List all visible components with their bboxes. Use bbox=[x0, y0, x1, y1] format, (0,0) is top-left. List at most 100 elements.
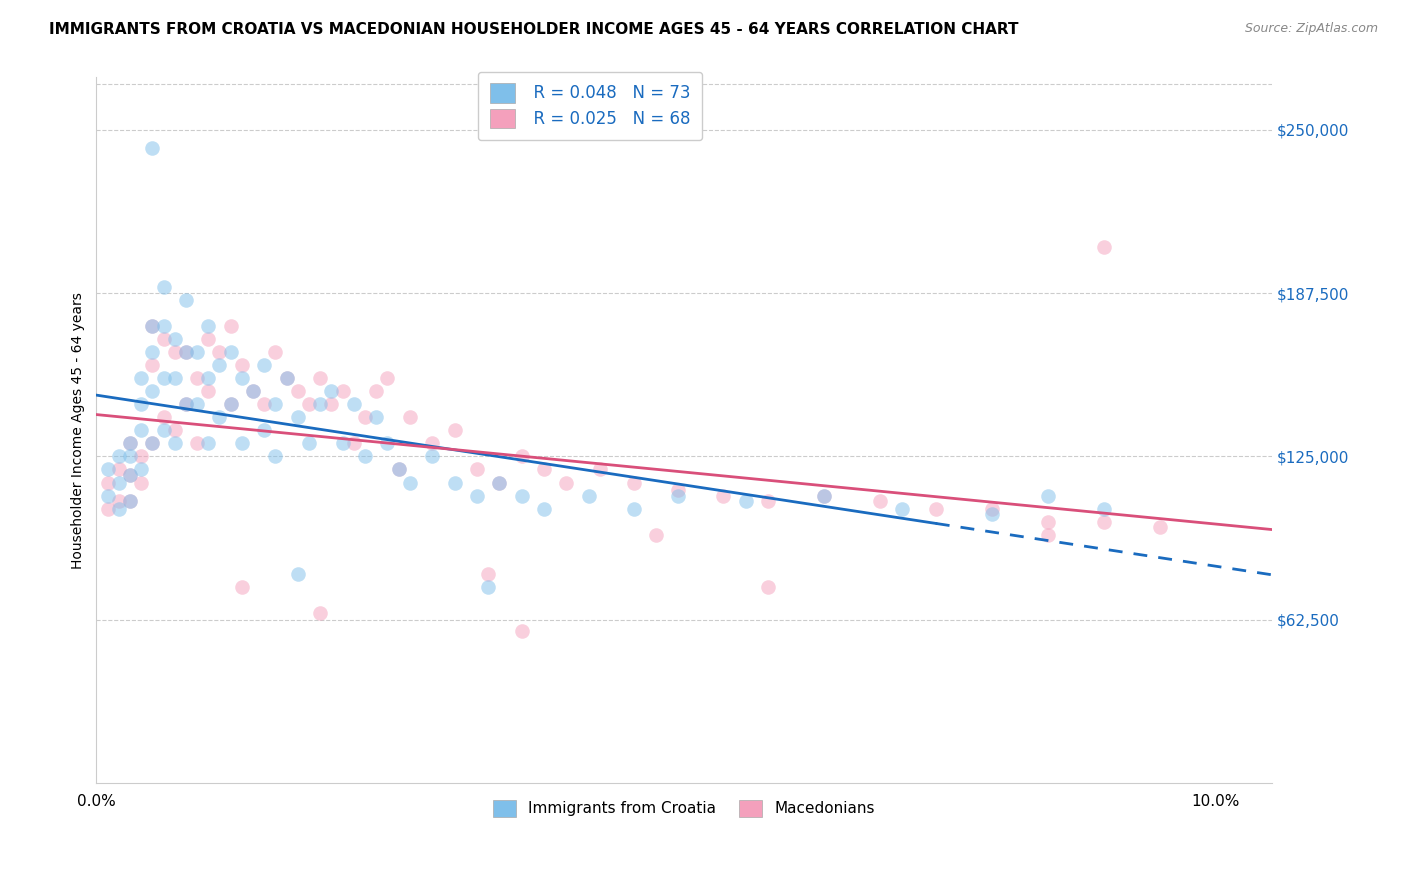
Point bbox=[186, 397, 208, 411]
Point bbox=[118, 467, 141, 482]
Point bbox=[197, 371, 219, 385]
Point bbox=[163, 344, 186, 359]
Point bbox=[298, 436, 321, 450]
Legend: Immigrants from Croatia, Macedonians: Immigrants from Croatia, Macedonians bbox=[485, 792, 883, 825]
Point bbox=[1092, 515, 1115, 529]
Point bbox=[141, 318, 163, 333]
Point bbox=[276, 371, 298, 385]
Point bbox=[1036, 528, 1059, 542]
Point bbox=[174, 397, 197, 411]
Point bbox=[980, 507, 1002, 521]
Point bbox=[152, 279, 174, 293]
Point bbox=[231, 436, 253, 450]
Point bbox=[129, 462, 152, 476]
Point bbox=[219, 318, 242, 333]
Point bbox=[488, 475, 510, 490]
Point bbox=[510, 624, 533, 639]
Point bbox=[197, 436, 219, 450]
Point bbox=[398, 475, 420, 490]
Point bbox=[152, 410, 174, 425]
Point bbox=[219, 397, 242, 411]
Point bbox=[756, 580, 779, 594]
Point bbox=[107, 493, 129, 508]
Point bbox=[623, 501, 645, 516]
Point bbox=[107, 450, 129, 464]
Point bbox=[107, 501, 129, 516]
Point bbox=[118, 436, 141, 450]
Point bbox=[163, 423, 186, 437]
Point bbox=[666, 483, 689, 498]
Point bbox=[141, 358, 163, 372]
Point bbox=[309, 397, 332, 411]
Point bbox=[208, 358, 231, 372]
Point bbox=[533, 501, 555, 516]
Point bbox=[231, 358, 253, 372]
Point bbox=[264, 450, 287, 464]
Point bbox=[343, 436, 366, 450]
Point bbox=[623, 475, 645, 490]
Point bbox=[141, 436, 163, 450]
Point bbox=[118, 467, 141, 482]
Point bbox=[332, 384, 354, 398]
Point bbox=[152, 423, 174, 437]
Point bbox=[141, 384, 163, 398]
Point bbox=[420, 450, 443, 464]
Point bbox=[869, 493, 891, 508]
Point bbox=[141, 436, 163, 450]
Point bbox=[387, 462, 409, 476]
Point bbox=[578, 489, 600, 503]
Point bbox=[129, 371, 152, 385]
Point bbox=[309, 371, 332, 385]
Point bbox=[555, 475, 578, 490]
Point bbox=[510, 489, 533, 503]
Point bbox=[141, 318, 163, 333]
Point bbox=[711, 489, 734, 503]
Point bbox=[287, 384, 309, 398]
Point bbox=[1092, 240, 1115, 254]
Point bbox=[186, 371, 208, 385]
Text: Source: ZipAtlas.com: Source: ZipAtlas.com bbox=[1244, 22, 1378, 36]
Point bbox=[253, 397, 276, 411]
Point bbox=[354, 410, 377, 425]
Point bbox=[96, 462, 118, 476]
Point bbox=[510, 450, 533, 464]
Point bbox=[163, 436, 186, 450]
Point bbox=[152, 318, 174, 333]
Point bbox=[443, 423, 465, 437]
Point bbox=[197, 384, 219, 398]
Point bbox=[208, 410, 231, 425]
Point bbox=[152, 371, 174, 385]
Point bbox=[366, 410, 388, 425]
Point bbox=[1092, 501, 1115, 516]
Point bbox=[366, 384, 388, 398]
Point bbox=[107, 475, 129, 490]
Point bbox=[465, 462, 488, 476]
Y-axis label: Householder Income Ages 45 - 64 years: Householder Income Ages 45 - 64 years bbox=[72, 292, 86, 569]
Point bbox=[477, 580, 499, 594]
Point bbox=[298, 397, 321, 411]
Point bbox=[645, 528, 668, 542]
Point bbox=[129, 475, 152, 490]
Point bbox=[398, 410, 420, 425]
Point bbox=[477, 566, 499, 581]
Point bbox=[813, 489, 835, 503]
Point bbox=[287, 566, 309, 581]
Point bbox=[287, 410, 309, 425]
Point bbox=[253, 358, 276, 372]
Point bbox=[1036, 515, 1059, 529]
Point bbox=[533, 462, 555, 476]
Point bbox=[242, 384, 264, 398]
Point bbox=[163, 332, 186, 346]
Point bbox=[118, 436, 141, 450]
Point bbox=[387, 462, 409, 476]
Point bbox=[488, 475, 510, 490]
Point bbox=[231, 371, 253, 385]
Point bbox=[208, 344, 231, 359]
Point bbox=[264, 344, 287, 359]
Point bbox=[354, 450, 377, 464]
Point bbox=[186, 344, 208, 359]
Point bbox=[118, 493, 141, 508]
Point bbox=[377, 436, 399, 450]
Point bbox=[734, 493, 756, 508]
Point bbox=[96, 475, 118, 490]
